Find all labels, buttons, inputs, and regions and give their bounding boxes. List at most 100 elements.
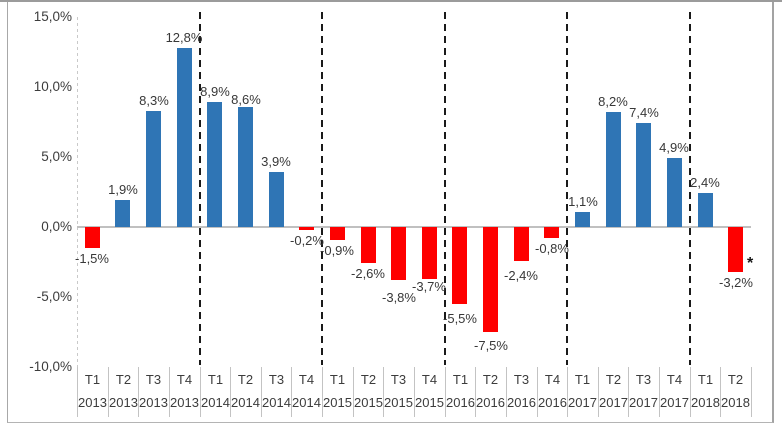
- category-quarter-label: T4: [666, 372, 683, 387]
- x-axis-category-t4-2016: T4 2016: [537, 367, 568, 417]
- category-year-label: 2013: [78, 395, 107, 410]
- bar-t3-2017: [636, 123, 651, 227]
- category-tick-line: [108, 367, 109, 417]
- value-label-t4-2013: 12,8%: [165, 30, 203, 45]
- x-axis-category-t2-2018: T2 2018: [720, 367, 751, 417]
- category-tick-line: [720, 367, 721, 417]
- bar-t3-2015: [391, 227, 406, 280]
- category-year-label: 2016: [446, 395, 475, 410]
- x-axis-category-t3-2015: T3 2015: [383, 367, 414, 417]
- bar-t2-2018: [728, 227, 743, 272]
- category-year-label: 2015: [415, 395, 444, 410]
- category-quarter-label: T4: [421, 372, 438, 387]
- bar-t4-2014: [299, 227, 314, 230]
- value-label-t1-2015: -0,9%: [320, 243, 354, 258]
- value-label-t2-2017: 8,2%: [598, 94, 628, 109]
- value-label-t2-2018: -3,2%: [719, 275, 753, 290]
- zero-gridline: [77, 226, 751, 228]
- value-label-t3-2014: 3,9%: [261, 154, 291, 169]
- category-tick-line: [383, 367, 384, 417]
- category-tick-line: [291, 367, 292, 417]
- x-axis-category-t4-2013: T4 2013: [169, 367, 200, 417]
- bar-t2-2015: [361, 227, 376, 263]
- category-tick-line: [261, 367, 262, 417]
- category-quarter-label: T3: [635, 372, 652, 387]
- year-separator-line: [566, 12, 569, 365]
- category-year-label: 2014: [262, 395, 291, 410]
- value-label-t3-2016: -2,4%: [504, 268, 538, 283]
- bar-t1-2016: [452, 227, 467, 304]
- category-quarter-label: T3: [145, 372, 162, 387]
- year-separator-line: [198, 12, 201, 365]
- category-year-label: 2013: [170, 395, 199, 410]
- value-label-t4-2016: -0,8%: [535, 241, 569, 256]
- value-label-t1-2018: 2,4%: [690, 175, 720, 190]
- y-axis-tick-label: -10,0%: [29, 359, 72, 374]
- category-tick-line: [414, 367, 415, 417]
- category-year-label: 2015: [323, 395, 352, 410]
- category-tick-line: [475, 367, 476, 417]
- bar-t4-2016: [544, 227, 559, 238]
- x-axis-category-t2-2016: T2 2016: [475, 367, 506, 417]
- value-label-t2-2015: -2,6%: [351, 266, 385, 281]
- category-tick-line: [628, 367, 629, 417]
- value-label-t3-2013: 8,3%: [139, 93, 169, 108]
- category-quarter-label: T3: [390, 372, 407, 387]
- category-tick-line: [690, 367, 691, 417]
- x-axis-category-t1-2018: T1 2018: [690, 367, 721, 417]
- category-year-label: 2014: [231, 395, 260, 410]
- x-axis-category-t1-2017: T1 2017: [567, 367, 598, 417]
- x-axis-category-t3-2013: T3 2013: [138, 367, 169, 417]
- value-label-t1-2014: 8,9%: [200, 84, 230, 99]
- category-quarter-label: T2: [237, 372, 254, 387]
- bar-t4-2017: [667, 158, 682, 227]
- category-quarter-label: T4: [544, 372, 561, 387]
- category-year-label: 2018: [721, 395, 750, 410]
- bar-t2-2017: [606, 112, 621, 227]
- y-axis-line: [77, 17, 78, 367]
- value-label-t2-2016: -7,5%: [474, 338, 508, 353]
- category-quarter-label: T2: [482, 372, 499, 387]
- category-tick-line: [322, 367, 323, 417]
- value-label-t4-2014: -0,2%: [290, 233, 324, 248]
- category-year-label: 2013: [139, 395, 168, 410]
- value-label-t1-2016: -5,5%: [443, 311, 477, 326]
- category-tick-line: [200, 367, 201, 417]
- bar-t1-2013: [85, 227, 100, 248]
- x-axis-category-t4-2015: T4 2015: [414, 367, 445, 417]
- bar-t3-2016: [514, 227, 529, 261]
- x-axis-category-t4-2017: T4 2017: [659, 367, 690, 417]
- category-quarter-label: T4: [298, 372, 315, 387]
- category-year-label: 2016: [538, 395, 567, 410]
- value-label-t3-2017: 7,4%: [629, 105, 659, 120]
- category-quarter-label: T3: [513, 372, 530, 387]
- x-axis-category-t3-2017: T3 2017: [628, 367, 659, 417]
- bar-t1-2017: [575, 212, 590, 227]
- y-axis-tick-label: 0,0%: [41, 219, 72, 234]
- category-tick-line: [537, 367, 538, 417]
- x-axis-category-t1-2016: T1 2016: [445, 367, 476, 417]
- year-separator-line: [443, 12, 446, 365]
- bar-t4-2013: [177, 48, 192, 227]
- bar-t4-2015: [422, 227, 437, 279]
- value-label-t2-2014: 8,6%: [231, 92, 261, 107]
- category-year-label: 2018: [691, 395, 720, 410]
- category-year-label: 2015: [384, 395, 413, 410]
- x-axis-category-t2-2017: T2 2017: [598, 367, 629, 417]
- category-tick-line: [659, 367, 660, 417]
- category-tick-line: [77, 367, 78, 417]
- category-tick-line: [138, 367, 139, 417]
- y-axis-tick-label: 5,0%: [41, 149, 72, 164]
- y-axis-tick-label: -5,0%: [36, 289, 72, 304]
- category-quarter-label: T1: [84, 372, 101, 387]
- bar-t3-2013: [146, 111, 161, 227]
- category-quarter-label: T4: [176, 372, 193, 387]
- category-tick-line: [230, 367, 231, 417]
- category-year-label: 2014: [292, 395, 321, 410]
- value-label-t1-2017: 1,1%: [568, 194, 598, 209]
- category-quarter-label: T2: [727, 372, 744, 387]
- footnote-asterisk: *: [747, 255, 754, 272]
- category-year-label: 2014: [201, 395, 230, 410]
- bar-t1-2014: [207, 102, 222, 227]
- chart-top-border: [0, 0, 782, 2]
